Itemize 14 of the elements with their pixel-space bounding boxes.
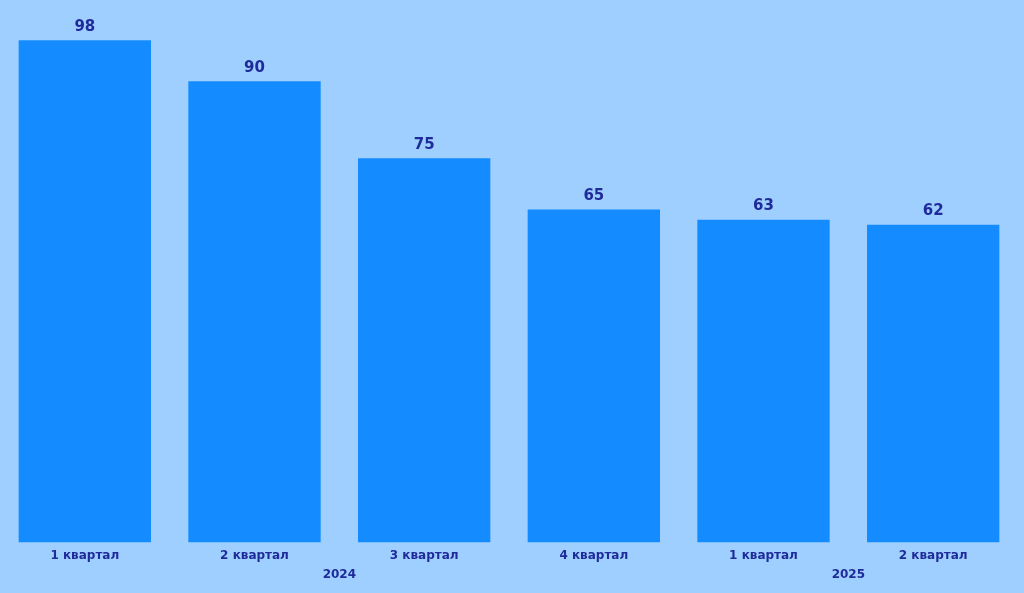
x-tick-label: 1 квартал xyxy=(729,547,798,562)
data-label: 90 xyxy=(244,57,265,76)
data-label: 63 xyxy=(753,196,774,215)
data-label: 75 xyxy=(413,134,435,153)
text: 2024 xyxy=(322,566,357,581)
x-tick-label: 3 квартал xyxy=(389,547,459,562)
x-tick-label: 2 квартал xyxy=(220,547,289,562)
x-tick-label: 2 квартал xyxy=(898,547,968,562)
data-label: 98 xyxy=(74,16,96,35)
text: 2025 xyxy=(831,566,866,581)
data-label: 62 xyxy=(922,201,944,220)
x-tick-label: 4 квартал xyxy=(559,547,629,562)
x-tick-label: 1 квартал xyxy=(50,547,120,562)
data-label: 65 xyxy=(583,185,605,204)
